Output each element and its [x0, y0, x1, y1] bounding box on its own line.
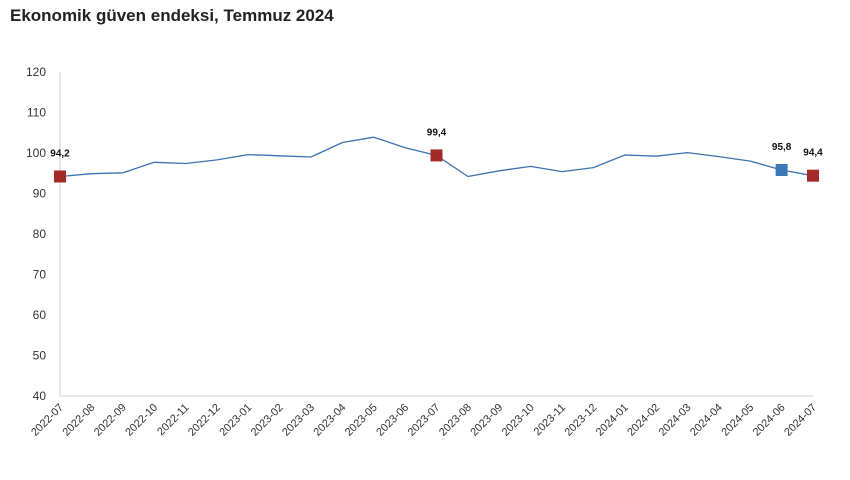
highlighted-points: 94,2 99,4 95,8 94,4 [50, 127, 823, 183]
y-tick-label: 110 [27, 106, 46, 120]
x-tick-label: 2024-05 [719, 402, 756, 439]
x-tick-label: 2024-01 [594, 402, 631, 439]
highlight-marker [775, 164, 788, 177]
highlight-marker [54, 170, 66, 183]
x-tick-label: 2023-08 [437, 402, 474, 439]
x-tick-label: 2023-01 [217, 402, 254, 439]
x-tick-label: 2022-08 [60, 402, 97, 439]
data-label: 94,2 [50, 148, 70, 159]
y-tick-label: 100 [26, 146, 46, 160]
x-tick-label: 2022-07 [29, 402, 66, 439]
y-tick-label: 90 [33, 187, 47, 201]
x-tick-label: 2023-09 [468, 402, 505, 439]
x-tick-label: 2023-03 [280, 402, 317, 439]
x-axis: 2022-072022-082022-092022-102022-112022-… [29, 395, 819, 439]
x-tick-label: 2023-11 [532, 402, 568, 438]
x-tick-label: 2022-09 [92, 402, 129, 439]
x-tick-label: 2024-03 [657, 402, 694, 439]
x-tick-label: 2024-02 [625, 402, 662, 439]
x-tick-label: 2023-12 [562, 402, 599, 439]
y-axis: 40 50 60 70 80 90 100 110 120 [26, 65, 61, 403]
x-tick-label: 2023-10 [500, 402, 537, 439]
highlight-marker [807, 169, 819, 182]
x-tick-label: 2022-12 [186, 402, 223, 439]
x-tick-label: 2023-07 [406, 402, 443, 439]
chart-title: Ekonomik güven endeksi, Temmuz 2024 [10, 6, 334, 25]
x-tick-label: 2022-10 [123, 402, 160, 439]
y-tick-label: 70 [33, 268, 47, 282]
x-tick-label: 2024-06 [751, 402, 788, 439]
x-tick-label: 2023-06 [374, 402, 411, 439]
x-tick-label: 2023-04 [311, 402, 348, 439]
x-tick-label: 2023-02 [249, 402, 286, 439]
y-tick-label: 50 [33, 349, 47, 363]
y-tick-label: 60 [33, 308, 47, 322]
y-tick-label: 80 [33, 227, 47, 241]
data-label: 99,4 [427, 127, 447, 138]
y-tick-label: 120 [26, 65, 46, 79]
x-tick-label: 2024-04 [688, 402, 725, 439]
y-tick-label: 40 [33, 389, 47, 403]
data-label: 95,8 [772, 142, 792, 153]
x-tick-label: 2023-05 [343, 402, 380, 439]
x-tick-label: 2024-07 [782, 402, 819, 439]
x-tick-label: 2022-11 [155, 402, 191, 438]
highlight-marker [430, 149, 443, 162]
data-label: 94,4 [803, 148, 823, 159]
